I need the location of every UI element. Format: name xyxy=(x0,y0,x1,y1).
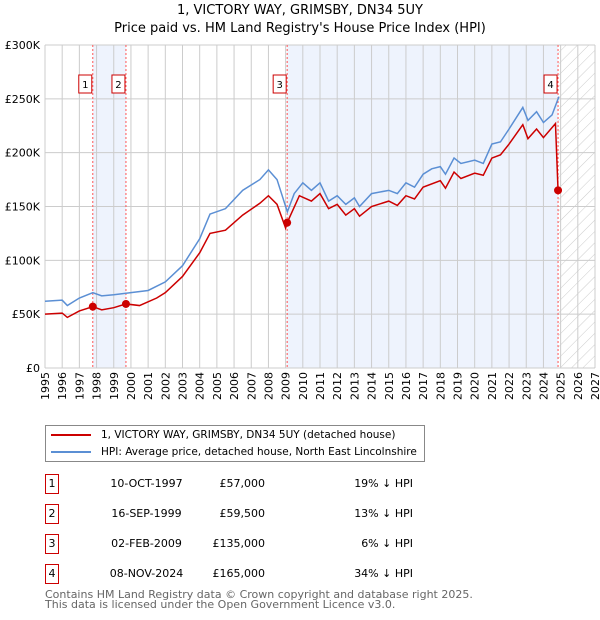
sale-label: 2 xyxy=(115,80,121,91)
sale-label-box xyxy=(111,74,126,94)
legend: 1, VICTORY WAY, GRIMSBY, DN34 5UY (detac… xyxy=(45,425,425,462)
subtitle-line: Price paid vs. HM Land Registry's House … xyxy=(114,21,486,36)
sale-point xyxy=(121,299,130,308)
x-tick-label: 2006 xyxy=(228,372,241,400)
sale-point xyxy=(88,302,97,311)
x-tick-label: 2008 xyxy=(262,372,275,400)
legend-label-property: 1, VICTORY WAY, GRIMSBY, DN34 5UY (detac… xyxy=(101,428,396,441)
x-tick-label: 2020 xyxy=(469,372,482,400)
y-tick-label: £50K xyxy=(12,308,41,321)
x-tick-label: 1997 xyxy=(73,372,86,400)
x-tick-label: 2023 xyxy=(520,372,533,400)
footer-line-1: Contains HM Land Registry data © Crown c… xyxy=(45,588,473,601)
sale-label-box xyxy=(272,74,287,94)
sale-price: £135,000 xyxy=(212,537,266,550)
x-tick-label: 1999 xyxy=(108,372,121,400)
x-tick-label: 1998 xyxy=(91,372,104,400)
x-tick-label: 2017 xyxy=(417,372,430,400)
x-tick-label: 1996 xyxy=(56,372,69,400)
sale-row: 3 02-FEB-2009 £135,000 6% ↓ HPI xyxy=(45,534,445,554)
x-tick-label: 2011 xyxy=(314,372,327,400)
sale-row: 2 16-SEP-1999 £59,500 13% ↓ HPI xyxy=(45,504,445,524)
x-tick-label: 2002 xyxy=(159,372,172,400)
sale-label: 4 xyxy=(547,80,553,91)
x-tick-label: 1995 xyxy=(39,372,52,400)
y-tick-label: £200K xyxy=(5,147,41,160)
sale-date: 08-NOV-2024 xyxy=(109,567,184,580)
sale-point xyxy=(554,186,563,195)
y-tick-label: £300K xyxy=(5,39,41,52)
x-tick-label: 2001 xyxy=(142,372,155,400)
sale-label-box xyxy=(78,74,93,94)
y-tick-label: £0 xyxy=(26,362,40,375)
sale-price: £57,000 xyxy=(219,477,266,490)
sale-label: 1 xyxy=(82,80,88,91)
x-tick-label: 2010 xyxy=(297,372,310,400)
sale-row: 1 10-OCT-1997 £57,000 19% ↓ HPI xyxy=(45,474,445,494)
sale-number: 3 xyxy=(45,534,59,554)
x-tick-label: 2021 xyxy=(486,372,499,400)
sale-number: 4 xyxy=(45,564,59,584)
sale-point xyxy=(283,218,292,227)
x-tick-label: 2015 xyxy=(383,372,396,400)
y-tick-label: £150K xyxy=(5,201,41,214)
x-tick-label: 2005 xyxy=(211,372,224,400)
hpi-line xyxy=(44,96,560,307)
sale-row: 4 08-NOV-2024 £165,000 34% ↓ HPI xyxy=(45,564,445,584)
chart-title: 1, VICTORY WAY, GRIMSBY, DN34 5UY Price … xyxy=(0,2,600,38)
x-tick-label: 2019 xyxy=(452,372,465,400)
sale-date: 16-SEP-1999 xyxy=(111,507,182,520)
y-tick-label: £100K xyxy=(5,254,41,267)
sale-number: 1 xyxy=(45,474,59,494)
x-tick-label: 2027 xyxy=(589,372,600,400)
sale-hpi-diff: 6% ↓ HPI xyxy=(361,537,413,550)
price-chart: 1995 1996 1997 1998 1999 2000 2001 2002 2003 2004… xyxy=(5,39,600,400)
sale-price: £59,500 xyxy=(219,507,266,520)
sale-date: 02-FEB-2009 xyxy=(111,537,182,550)
x-tick-label: 2007 xyxy=(245,372,258,400)
x-tick-label: 2012 xyxy=(331,372,344,400)
x-tick-label: 2014 xyxy=(366,372,379,400)
sale-hpi-diff: 34% ↓ HPI xyxy=(354,567,413,580)
sale-label-box xyxy=(543,74,558,94)
legend-blue-line xyxy=(51,450,91,453)
title-line: 1, VICTORY WAY, GRIMSBY, DN34 5UY xyxy=(177,3,423,18)
legend-red-line xyxy=(51,433,91,436)
x-tick-label: 2018 xyxy=(434,372,447,400)
sale-date: 10-OCT-1997 xyxy=(110,477,183,490)
x-tick-label: 2026 xyxy=(572,372,585,400)
x-tick-label: 2009 xyxy=(280,372,293,400)
footer: Contains HM Land Registry data © Crown c… xyxy=(45,588,473,611)
x-tick-label: 2024 xyxy=(537,372,550,400)
sale-hpi-diff: 13% ↓ HPI xyxy=(354,507,413,520)
x-tick-label: 2013 xyxy=(348,372,361,400)
sale-number: 2 xyxy=(45,504,59,524)
x-tick-label: 2004 xyxy=(194,372,207,400)
x-tick-label: 2016 xyxy=(400,372,413,400)
x-tick-label: 2025 xyxy=(555,372,568,400)
x-tick-label: 2003 xyxy=(177,372,190,400)
x-tick-label: 2022 xyxy=(503,372,516,400)
y-tick-label: £250K xyxy=(5,93,41,106)
sale-hpi-diff: 19% ↓ HPI xyxy=(354,477,413,490)
property-price-line xyxy=(44,121,559,319)
footer-line-2: This data is licensed under the Open Gov… xyxy=(45,598,396,611)
x-tick-label: 2000 xyxy=(125,372,138,400)
sale-label: 3 xyxy=(276,80,282,91)
legend-label-hpi: HPI: Average price, detached house, Nort… xyxy=(101,445,417,458)
sale-price: £165,000 xyxy=(212,567,266,580)
